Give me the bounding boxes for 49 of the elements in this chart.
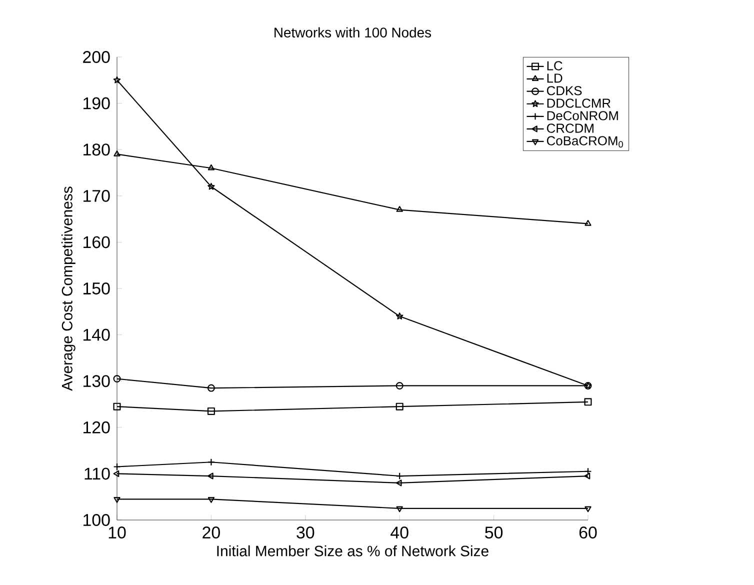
legend-label: LC [547, 61, 562, 70]
point [113, 375, 121, 383]
point [207, 384, 215, 392]
x-tick-label: 30 [296, 526, 314, 539]
x-tick-label: 40 [390, 526, 408, 539]
point [584, 220, 592, 226]
y-tick-label: 140 [84, 328, 110, 341]
point [208, 497, 215, 503]
legend-label: DDCLCMR [547, 98, 610, 108]
point [207, 472, 214, 480]
y-tick-label: 150 [84, 282, 110, 294]
y-tick-label: 200 [83, 50, 110, 63]
point [396, 506, 403, 512]
point [396, 206, 403, 212]
point [208, 182, 215, 190]
point [114, 497, 120, 503]
point [114, 150, 120, 156]
y-tick-label: 170 [84, 190, 110, 202]
x-tick-label: 10 [108, 526, 126, 539]
point [207, 407, 215, 415]
point [396, 382, 404, 390]
point [113, 76, 121, 84]
x-tick-label: 60 [579, 526, 597, 539]
y-tick-label: 110 [84, 468, 110, 480]
y-tick-label: 190 [84, 97, 110, 110]
legend-label: CDKS [546, 86, 582, 96]
legend-label: CoBaCROM$_{0}$ [546, 136, 623, 148]
y-axis-title: Average Cost Competitiveness [61, 186, 76, 391]
x-tick-label: 20 [202, 526, 220, 539]
y-tick-label: 120 [84, 421, 110, 434]
legend-label: CRCDM [546, 124, 594, 133]
point [584, 398, 592, 406]
point [584, 506, 592, 512]
point [396, 312, 404, 320]
point [396, 480, 402, 486]
legend-label: LD [547, 74, 562, 83]
point [113, 470, 120, 478]
point [584, 472, 590, 480]
point [208, 164, 215, 170]
y-tick-label: 100 [84, 514, 110, 526]
point [396, 402, 404, 410]
point [113, 402, 121, 410]
x-axis-title: Initial Member Size as % of Network Size [217, 545, 488, 556]
y-tick-label: 130 [84, 375, 110, 388]
y-tick-label: 160 [84, 236, 110, 248]
y-tick-label: 180 [84, 144, 110, 156]
chart-title: Networks with 100 Nodes [274, 27, 432, 38]
x-tick-label: 50 [485, 526, 503, 539]
legend-label: DeCoNROM [547, 111, 618, 120]
